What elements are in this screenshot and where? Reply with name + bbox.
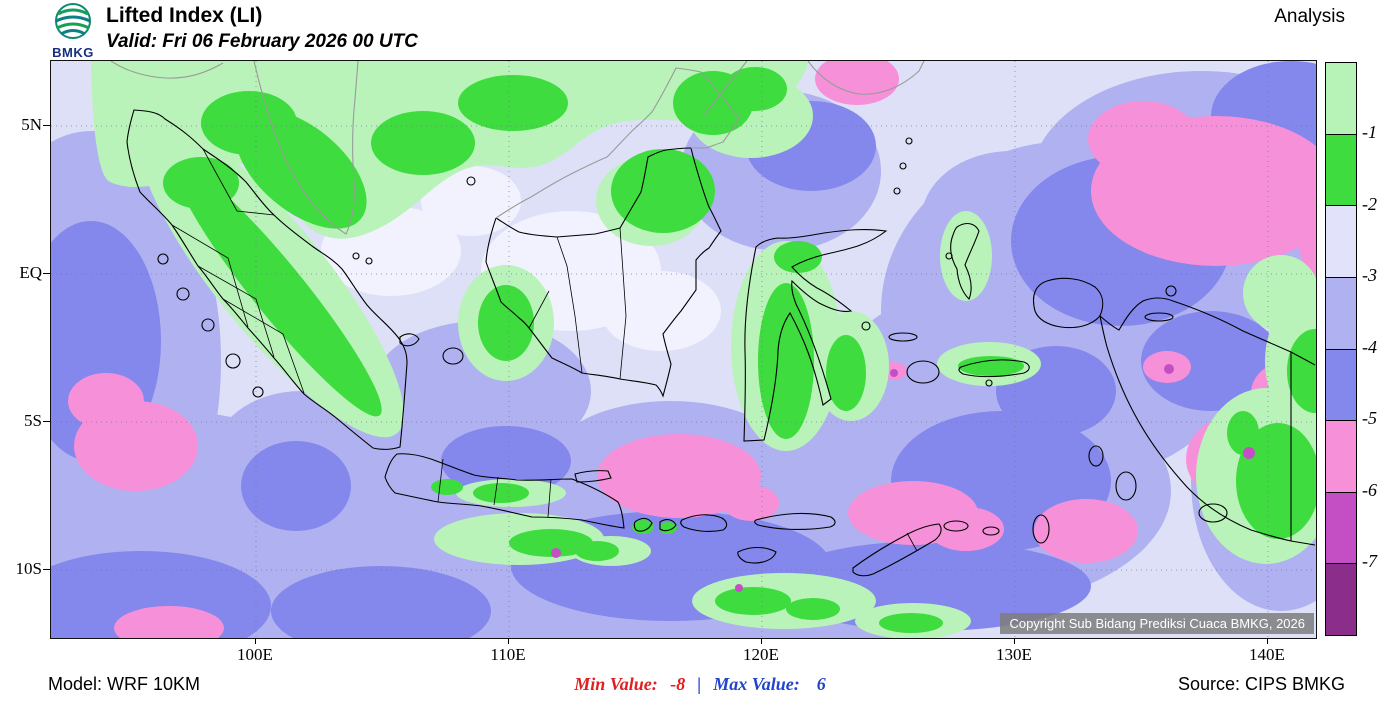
max-value: 6 [816, 674, 826, 694]
y-tick [43, 125, 50, 126]
lon-label-130e: 130E [996, 645, 1032, 664]
colorbar-segment [1326, 277, 1356, 350]
colorbar [1325, 62, 1357, 636]
minmax-separator: | [697, 674, 702, 694]
copyright-notice: Copyright Sub Bidang Prediksi Cuaca BMKG… [1000, 613, 1314, 634]
colorbar-label: -5 [1362, 408, 1377, 428]
colorbar-label: -4 [1362, 337, 1377, 357]
min-value-label: Min Value: [574, 674, 658, 694]
x-tick [1267, 638, 1268, 644]
coastlines-foreign [110, 61, 925, 235]
coastlines-indonesia [126, 109, 1316, 577]
lat-label-5n: 5N [21, 115, 42, 134]
max-value-label: Max Value: [713, 674, 800, 694]
colorbar-segment [1326, 63, 1356, 135]
lat-label-eq: EQ [19, 263, 42, 282]
color-field [51, 61, 1316, 638]
minmax-values: Min Value: -8 | Max Value: 6 [0, 674, 1400, 695]
x-tick [508, 638, 509, 644]
y-tick [43, 569, 50, 570]
x-tick [761, 638, 762, 644]
colorbar-label: -3 [1362, 265, 1377, 285]
colorbar-segment [1326, 134, 1356, 207]
colorbar-label: -2 [1362, 194, 1377, 214]
y-tick [43, 273, 50, 274]
colorbar-segment [1326, 492, 1356, 565]
colorbar-label: -1 [1362, 122, 1377, 142]
colorbar-label: -6 [1362, 480, 1377, 500]
gridlines [51, 61, 1316, 638]
lat-label-5s: 5S [24, 411, 42, 430]
lat-label-10s: 10S [15, 559, 42, 578]
colorbar-segment [1326, 349, 1356, 422]
lon-label-120e: 120E [743, 645, 779, 664]
colorbar-segment [1326, 564, 1356, 635]
map-frame: Copyright Sub Bidang Prediksi Cuaca BMKG… [50, 60, 1317, 639]
bmkg-logo-label: BMKG [52, 45, 94, 60]
analysis-mode-label: Analysis [1274, 6, 1345, 27]
model-label: Model: WRF 10KM [48, 674, 201, 694]
lon-label-110e: 110E [490, 645, 526, 664]
min-value: -8 [670, 674, 686, 694]
colorbar-label: -7 [1362, 551, 1377, 571]
source-label: Source: CIPS BMKG [1177, 674, 1345, 694]
bmkg-logo-icon [55, 3, 91, 39]
max-value-group: Max Value: 6 [709, 674, 830, 694]
analysis-map [51, 61, 1316, 638]
bmkg-logo: BMKG [44, 2, 102, 59]
x-tick [1014, 638, 1015, 644]
x-tick [255, 638, 256, 644]
min-value-group: Min Value: -8 [570, 674, 689, 694]
colorbar-segment [1326, 421, 1356, 493]
lon-label-140e: 140E [1249, 645, 1285, 664]
valid-time-label: Valid: Fri 06 February 2026 00 UTC [106, 31, 418, 52]
lon-label-100e: 100E [237, 645, 273, 664]
page-title: Lifted Index (LI) [106, 4, 263, 27]
y-tick [43, 421, 50, 422]
colorbar-segment [1326, 206, 1356, 278]
